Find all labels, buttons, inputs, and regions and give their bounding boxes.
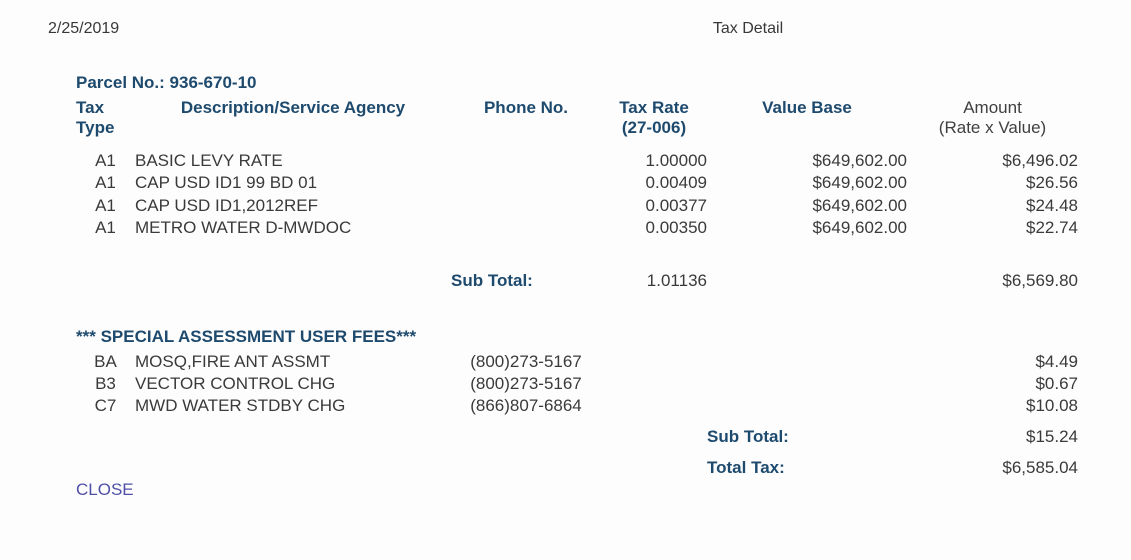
cell-amount: $6,496.02 [1002, 151, 1078, 170]
cell-description: MOSQ,FIRE ANT ASSMT [135, 351, 331, 371]
col-header-tax-rate: Tax Rate (27-006) [601, 98, 707, 138]
cell-amount: $24.48 [1026, 195, 1078, 215]
cell-tax-type: B3 [95, 374, 116, 394]
report-date: 2/25/2019 [48, 20, 120, 37]
table-row: A1 CAP USD ID1,2012REF 0.00377 $649,602.… [76, 195, 1078, 217]
total-tax-label: Total Tax: [707, 457, 785, 477]
cell-description: CAP USD ID1,2012REF [135, 195, 318, 215]
cell-value-base: $649,602.00 [812, 173, 907, 193]
cell-tax-rate: 0.00350 [645, 218, 707, 238]
subtotal-label: Sub Total: [451, 270, 533, 290]
col-header-phone: Phone No. [483, 98, 569, 117]
cell-amount: $10.08 [1026, 396, 1078, 416]
page-title: Tax Detail [712, 20, 784, 37]
cell-tax-rate: 0.00377 [645, 195, 707, 215]
cell-value-base: $649,602.00 [812, 218, 907, 238]
col-header-tax-type: Tax Type [76, 98, 135, 138]
cell-amount: $22.74 [1026, 218, 1078, 238]
cell-tax-type: A1 [95, 151, 116, 170]
cell-value-base: $649,602.00 [812, 195, 907, 215]
col-header-amount-line2: (Rate x Value) [938, 118, 1047, 137]
cell-tax-type: BA [94, 351, 117, 371]
close-link[interactable]: CLOSE [76, 479, 134, 499]
cell-phone: (866)807-6864 [470, 396, 582, 416]
cell-phone: (800)273-5167 [470, 351, 582, 371]
subtotal-amount: $6,569.80 [1002, 270, 1078, 290]
subtotal-row-special-fees: Sub Total: $15.24 [76, 428, 1078, 445]
cell-description: VECTOR CONTROL CHG [135, 374, 336, 394]
col-header-tax-type-line1: Tax [76, 98, 105, 117]
cell-description: BASIC LEVY RATE [135, 151, 283, 170]
total-tax-row: Total Tax: $6,585.04 [76, 459, 1078, 476]
cell-tax-rate: 1.00000 [645, 151, 707, 170]
table-row: C7 MWD WATER STDBY CHG (866)807-6864 $10… [76, 395, 1078, 417]
col-header-description: Description/Service Agency [180, 98, 406, 117]
cell-description: CAP USD ID1 99 BD 01 [135, 173, 318, 193]
cell-value-base: $649,602.00 [812, 151, 907, 170]
cell-amount: $0.67 [1035, 374, 1078, 394]
cell-tax-type: C7 [94, 396, 117, 416]
tax-detail-content: Parcel No.: 936-670-10 Tax Type Descript… [76, 74, 1078, 500]
special-fees-heading: *** SPECIAL ASSESSMENT USER FEES*** [76, 326, 417, 346]
cell-tax-rate: 0.00409 [645, 173, 707, 193]
col-header-amount-line1: Amount [963, 98, 1022, 117]
tax-rows: A1 BASIC LEVY RATE 1.00000 $649,602.00 $… [76, 150, 1078, 240]
subtotal-amount: $15.24 [1026, 426, 1078, 446]
subtotal-rate: 1.01136 [646, 270, 707, 290]
special-fee-rows: BA MOSQ,FIRE ANT ASSMT (800)273-5167 $4.… [76, 351, 1078, 418]
table-row: A1 CAP USD ID1 99 BD 01 0.00409 $649,602… [76, 172, 1078, 194]
subtotal-row-taxes: Sub Total: 1.01136 $6,569.80 [76, 272, 1078, 289]
cell-amount: $4.49 [1035, 351, 1078, 371]
table-row: A1 METRO WATER D-MWDOC 0.00350 $649,602.… [76, 217, 1078, 239]
cell-description: MWD WATER STDBY CHG [135, 396, 346, 416]
table-row: BA MOSQ,FIRE ANT ASSMT (800)273-5167 $4.… [76, 351, 1078, 373]
cell-tax-type: A1 [95, 218, 116, 238]
cell-tax-type: A1 [95, 195, 116, 215]
table-header-row: Tax Type Description/Service Agency Phon… [76, 98, 1078, 138]
table-row: B3 VECTOR CONTROL CHG (800)273-5167 $0.6… [76, 373, 1078, 395]
cell-amount: $26.56 [1026, 173, 1078, 193]
table-row: A1 BASIC LEVY RATE 1.00000 $649,602.00 $… [76, 150, 1078, 172]
total-tax-amount: $6,585.04 [1002, 457, 1078, 477]
cell-description: METRO WATER D-MWDOC [135, 218, 352, 238]
cell-phone: (800)273-5167 [470, 374, 582, 394]
col-header-tax-type-line2: Type [76, 118, 115, 137]
col-header-value-base: Value Base [762, 98, 852, 117]
parcel-number: Parcel No.: 936-670-10 [76, 73, 257, 92]
col-header-amount: Amount (Rate x Value) [907, 98, 1078, 138]
col-header-tax-rate-line1: Tax Rate [619, 98, 689, 117]
cell-tax-type: A1 [95, 173, 116, 193]
subtotal-label: Sub Total: [707, 426, 789, 446]
col-header-tax-rate-line2: (27-006) [621, 118, 687, 137]
